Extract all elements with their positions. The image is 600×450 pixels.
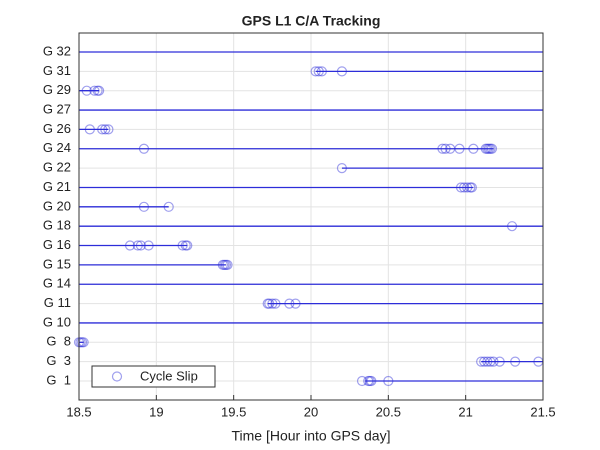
cycle-slip <box>506 221 518 232</box>
cycle-slip <box>100 124 111 135</box>
cycle-slip <box>138 201 150 212</box>
cycle-slip <box>177 240 188 251</box>
chart-title: GPS L1 C/A Tracking <box>242 13 381 29</box>
y-tick-label: G 16 <box>43 237 71 252</box>
cycle-slip <box>486 143 498 154</box>
cycle-slip <box>485 356 496 367</box>
cycle-slip <box>459 182 470 193</box>
cycle-slip <box>92 85 103 96</box>
cycle-slip <box>310 66 321 77</box>
x-axis-label: Time [Hour into GPS day] <box>232 428 391 444</box>
y-tick-label: G 10 <box>43 314 71 329</box>
cycle-slip <box>366 375 377 387</box>
y-tick-label: G 8 <box>46 334 71 349</box>
cycle-slip <box>180 240 191 251</box>
cycle-slip <box>455 182 467 193</box>
y-tick-label: G 29 <box>43 82 71 97</box>
cycle-slip <box>485 143 496 154</box>
x-tick-label: 20.5 <box>376 404 401 419</box>
y-tick-label: G 31 <box>43 63 71 78</box>
cycle-slip <box>270 298 281 309</box>
y-tick-label: G 15 <box>43 256 71 271</box>
y-tick-label: G 21 <box>43 179 71 194</box>
x-tick-label: 21.5 <box>530 404 555 419</box>
cycle-slip <box>81 85 92 96</box>
legend-box <box>91 365 216 388</box>
y-tick-label: G 27 <box>43 101 71 116</box>
cycle-slip <box>124 240 136 251</box>
x-tick-label: 19.5 <box>221 404 246 419</box>
cycle-slip <box>462 182 473 193</box>
legend-marker <box>111 371 123 382</box>
y-tick-label: G 22 <box>43 160 71 175</box>
cycle-slip <box>75 337 86 348</box>
legend: Cycle Slip <box>91 365 216 388</box>
cycle-slip <box>84 124 95 135</box>
cycle-slip <box>97 124 108 135</box>
cycle-slip <box>510 356 521 367</box>
cycle-slip <box>336 66 348 77</box>
y-tick-label: G 11 <box>44 295 71 310</box>
cycle-slip <box>267 298 278 309</box>
cycle-slip <box>290 298 301 309</box>
cycle-slip <box>480 143 491 154</box>
cycle-slip <box>483 143 494 154</box>
cycle-slip <box>220 259 232 270</box>
cycle-slip <box>356 375 368 387</box>
legend-label: Cycle Slip <box>140 368 198 383</box>
cycle-slip <box>135 240 146 251</box>
cycle-slip <box>466 182 477 193</box>
cycle-slip <box>316 66 327 77</box>
cycle-slip <box>103 124 114 135</box>
cycle-slip <box>468 143 479 154</box>
cycle-slip <box>445 143 456 154</box>
cycle-slip <box>219 259 230 270</box>
cycle-slip <box>94 85 105 96</box>
cycle-slip <box>383 375 394 387</box>
axes-box <box>78 32 544 401</box>
cycle-slip <box>313 66 324 77</box>
cycle-slip <box>440 143 451 154</box>
y-tick-label: G 32 <box>43 43 71 58</box>
cycle-slip <box>479 356 490 367</box>
cycle-slip <box>437 143 448 154</box>
cycle-slip <box>494 356 505 367</box>
cycle-slip <box>163 201 174 212</box>
cycle-slip <box>454 143 465 154</box>
cycle-slip <box>264 298 275 309</box>
cycle-slip <box>217 259 228 270</box>
y-tick-label: G 18 <box>43 218 71 233</box>
cycle-slip <box>476 356 487 367</box>
cycle-slip <box>89 85 100 96</box>
cycle-slip <box>482 143 493 154</box>
y-tick-label: G 3 <box>46 353 71 368</box>
cycle-slip <box>222 259 233 270</box>
cycle-slip <box>488 356 499 367</box>
y-tick-label: G 1 <box>46 372 71 387</box>
x-tick-label: 18.5 <box>66 404 91 419</box>
x-tick-label: 19 <box>149 404 163 419</box>
x-tick-label: 21 <box>458 404 472 419</box>
cycle-slip <box>465 182 476 193</box>
cycle-slip <box>143 240 154 251</box>
cycle-slip <box>284 298 295 309</box>
cycle-slip <box>138 143 150 154</box>
cycle-slip <box>182 240 193 251</box>
marks <box>73 51 544 387</box>
cycle-slip <box>482 356 493 367</box>
cycle-slip <box>364 375 375 387</box>
y-tick-label: G 24 <box>43 140 71 155</box>
y-tick-label: G 20 <box>43 198 71 213</box>
cycle-slip <box>363 375 374 387</box>
cycle-slip <box>132 240 143 251</box>
cycle-slip <box>262 298 273 309</box>
y-tick-label: G 26 <box>43 121 71 136</box>
cycle-slip <box>336 163 348 174</box>
x-tick-label: 20 <box>304 404 318 419</box>
cycle-slip <box>76 337 88 348</box>
y-tick-label: G 14 <box>43 276 71 291</box>
